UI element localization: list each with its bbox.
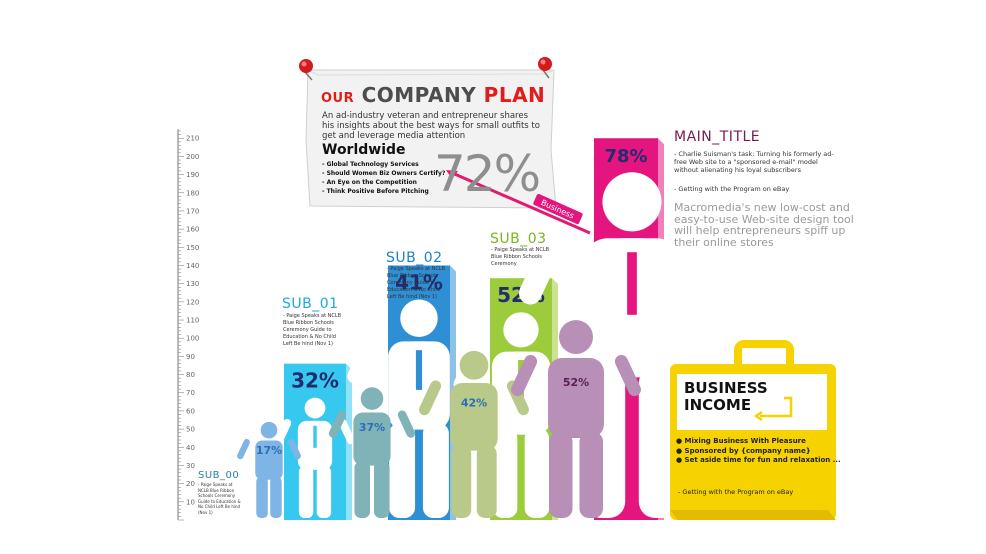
list-item: ● Set aside time for fun and relaxation … <box>676 456 841 464</box>
sub-title-02: SUB_02 <box>386 250 443 266</box>
plan-title-plan: PLAN <box>483 83 546 107</box>
y-tick-label: 140 <box>186 262 199 270</box>
plan-big-percent: 72% <box>434 145 541 203</box>
y-tick-label: 100 <box>186 335 199 343</box>
y-tick-label: 210 <box>186 135 199 143</box>
sub-text-01: - Paige Speaks at NCLB Blue Ribbon Schoo… <box>283 313 342 347</box>
plan-title: OUR COMPANY PLAN <box>321 83 545 107</box>
briefcase-icon <box>670 340 836 520</box>
list-item: - An Eye on the Competition <box>322 179 417 186</box>
list-item: - Should Women Biz Owners Certify? <box>322 170 446 177</box>
pushpin-icon <box>299 59 313 81</box>
y-tick-label: 120 <box>186 298 199 306</box>
figure-data-label: 37% <box>359 421 385 434</box>
list-item: ● Sponsored by {company name} <box>676 446 811 455</box>
plan-list: - Global Technology Services - Should Wo… <box>322 160 445 196</box>
sub-title-03: SUB_03 <box>490 231 547 247</box>
main-title: MAIN_TITLE <box>674 129 761 145</box>
sub-text-00: - Paige Speaks at NCLB Blue Ribbon Schoo… <box>198 482 241 515</box>
figure-data-label: 52% <box>563 376 589 389</box>
y-tick-label: 200 <box>186 153 199 161</box>
person-figure <box>275 397 355 518</box>
business-income-list: ● Mixing Business With Pleasure ● Sponso… <box>676 437 841 466</box>
y-axis-ruler: 10 20 30 40 50 60 70 80 90 100 110 120 130 140 150 160 1… <box>177 129 199 521</box>
bar-data-label: 78% <box>604 146 647 167</box>
y-tick-label: 170 <box>186 207 199 215</box>
sub-text-02: - Paige Speaks at NCLB Blue Ribbon Schoo… <box>387 266 446 300</box>
business-income-line1: BUSINESS <box>684 379 768 397</box>
plan-card-graphic: Business <box>299 57 591 235</box>
y-tick-label: 20 <box>186 480 195 488</box>
sub-title-00: SUB_00 <box>198 470 240 481</box>
figures-group: 17% 37% 42% 52% <box>237 320 641 518</box>
y-tick-label: 190 <box>186 171 199 179</box>
y-tick-label: 50 <box>186 426 195 434</box>
list-item: ● Mixing Business With Pleasure <box>676 437 806 445</box>
y-tick-label: 80 <box>186 371 195 379</box>
bar-data-label: 41% <box>395 270 443 294</box>
sub-title-01: SUB_01 <box>282 296 339 312</box>
list-item: - Global Technology Services <box>322 161 419 168</box>
figure-4: 52% <box>511 320 641 518</box>
bar-1: 32% <box>275 363 355 520</box>
y-tick-label: 130 <box>186 280 199 288</box>
y-tick-label: 30 <box>186 462 195 470</box>
plan-description: An ad-industry veteran and entrepreneur … <box>322 111 540 141</box>
y-tick-label: 180 <box>186 189 199 197</box>
business-income-title: BUSINESS INCOME <box>684 380 768 414</box>
figure-data-label: 42% <box>461 397 487 410</box>
plan-title-our: OUR <box>321 91 355 106</box>
y-tick-label: 10 <box>186 498 195 506</box>
plan-heading: Worldwide <box>322 142 406 158</box>
figure-data-label: 17% <box>256 444 282 457</box>
pushpin-icon <box>538 57 552 79</box>
y-tick-label: 90 <box>186 353 195 361</box>
y-tick-label: 70 <box>186 389 195 397</box>
y-tick-label: 160 <box>186 226 199 234</box>
figure-3: 42% <box>419 350 529 518</box>
y-tick-label: 110 <box>186 317 199 325</box>
business-income-line2: INCOME <box>684 396 752 414</box>
bar-4: 78% <box>518 138 746 520</box>
business-income-note: - Getting with the Program on eBay <box>678 488 794 496</box>
y-tick-label: 60 <box>186 407 195 415</box>
figure-2: 37% <box>328 387 416 518</box>
main-promo: Macromedia's new low-cost and easy-to-us… <box>674 201 854 249</box>
main-description: - Charlie Suisman's task: Turning his fo… <box>674 150 834 174</box>
main-note: - Getting with the Program on eBay <box>674 185 790 193</box>
bar-data-label: 32% <box>291 369 339 393</box>
list-item: - Think Positive Before Pitching <box>322 188 429 195</box>
sub-text-03: - Paige Speaks at NCLB Blue Ribbon Schoo… <box>491 247 550 267</box>
y-tick-label: 150 <box>186 244 199 252</box>
figure-1: 17% <box>237 421 301 518</box>
y-tick-label: 40 <box>186 444 195 452</box>
plan-title-company: COMPANY <box>361 83 477 107</box>
